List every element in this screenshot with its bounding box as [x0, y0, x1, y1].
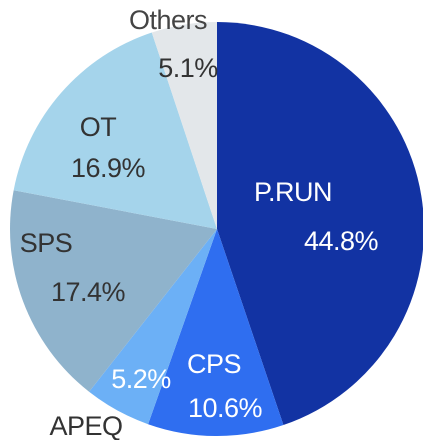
value-label: 5.2% — [111, 364, 171, 394]
slice-label: SPS — [20, 228, 73, 258]
pie-slice — [13, 32, 218, 230]
value-label: 5.1% — [158, 53, 218, 83]
value-label: 16.9% — [71, 153, 146, 183]
pie-slice — [151, 22, 217, 229]
value-label: 44.8% — [304, 226, 379, 256]
slice-label: APEQ — [49, 411, 122, 440]
pie-slice — [89, 229, 217, 425]
pie-slice — [148, 229, 284, 436]
value-label: 10.6% — [188, 393, 263, 423]
pie-slice — [217, 22, 423, 426]
value-label: 17.4% — [51, 277, 126, 307]
slice-label: CPS — [187, 349, 241, 379]
slice-label: P.RUN — [254, 177, 332, 207]
slice-label: Others — [129, 5, 207, 35]
pie-slice — [9, 190, 218, 392]
slice-label: OT — [80, 112, 117, 142]
